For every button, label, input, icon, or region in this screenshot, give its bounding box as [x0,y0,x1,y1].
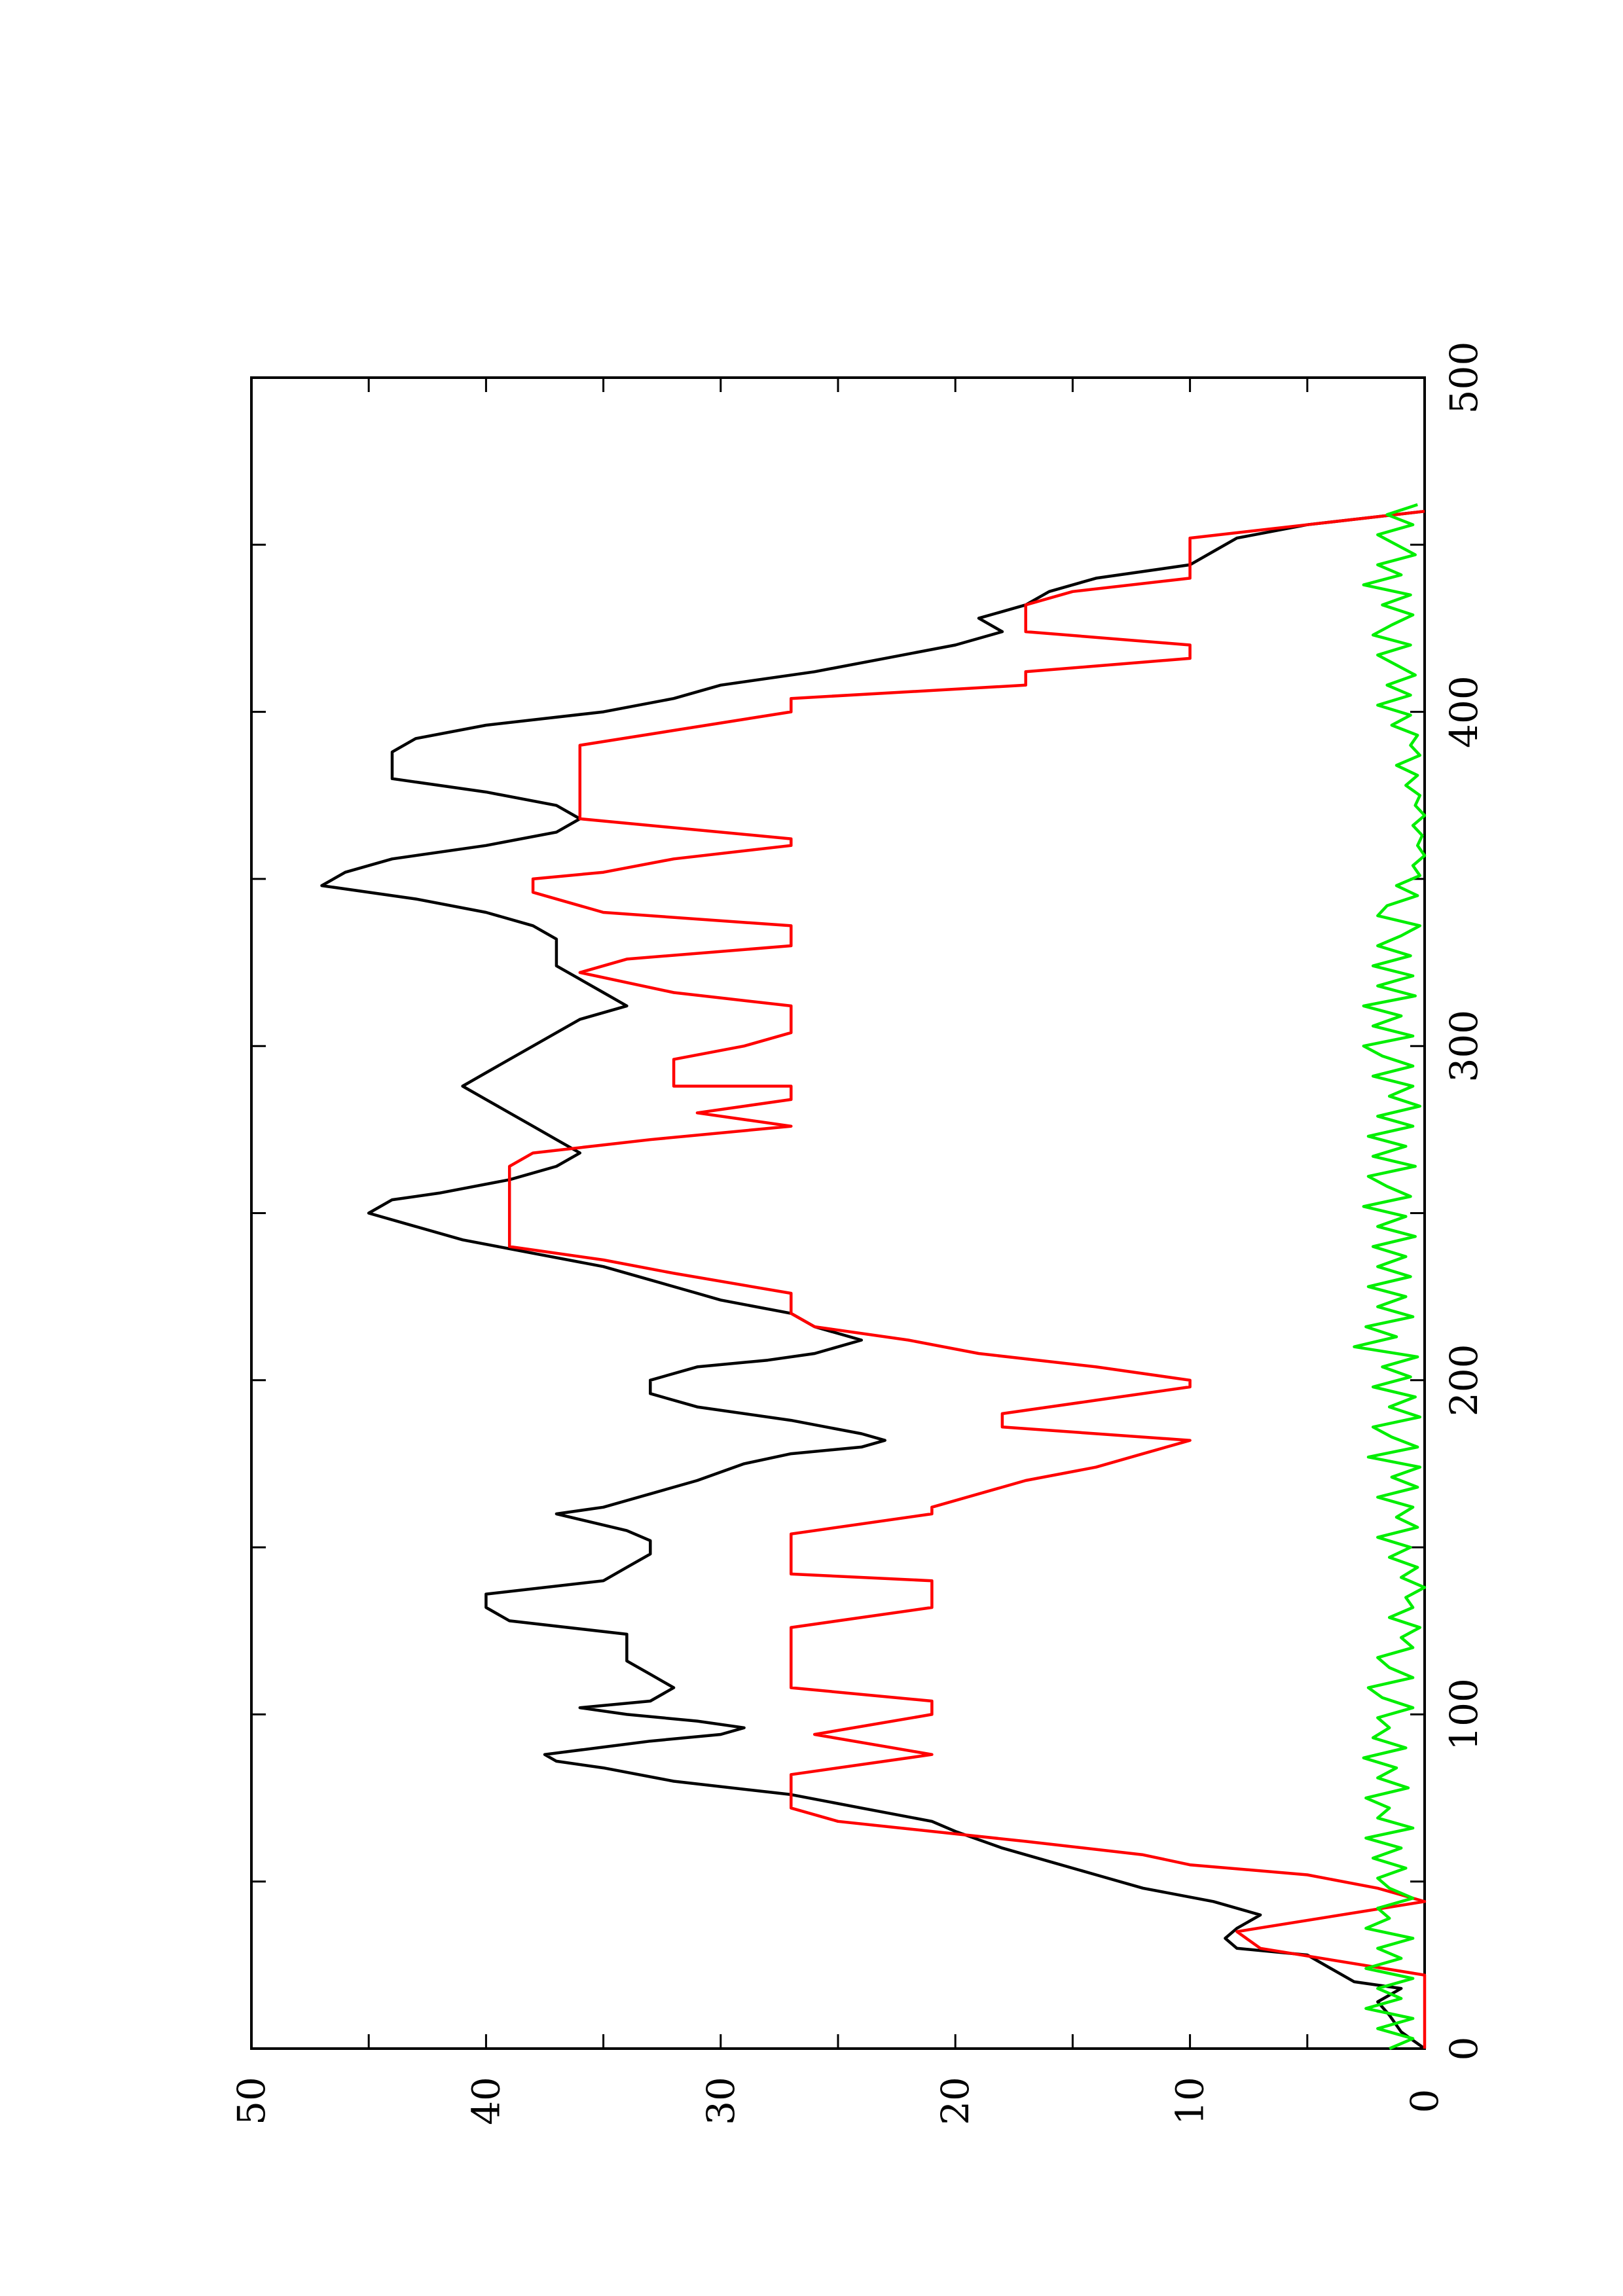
x-tick-label: 300 [1442,1010,1486,1083]
plot-frame [250,376,1426,2050]
x-tick-label: 100 [1442,1678,1486,1751]
series-line-1 [320,509,1426,2050]
y-tick-label: 40 [464,2077,508,2125]
y-tick-label: 50 [229,2077,274,2125]
series-line-2 [507,509,1427,2049]
y-tick-label: 30 [699,2077,743,2125]
y-tick-label: 20 [933,2077,977,2125]
axis-tick-labels: 0 100 200 300 400 500 0 10 20 30 40 50 [229,342,1486,2125]
x-tick-label: 500 [1442,342,1486,414]
series-group [320,503,1427,2051]
series-line-3 [1353,503,1427,2051]
y-tick-label: 10 [1168,2077,1213,2125]
x-tick-label: 0 [1442,2037,1486,2061]
y-tick-label: 0 [1402,2089,1447,2113]
x-tick-label: 200 [1442,1344,1486,1416]
x-tick-label: 400 [1442,675,1486,748]
axis-ticks [250,376,1426,2050]
